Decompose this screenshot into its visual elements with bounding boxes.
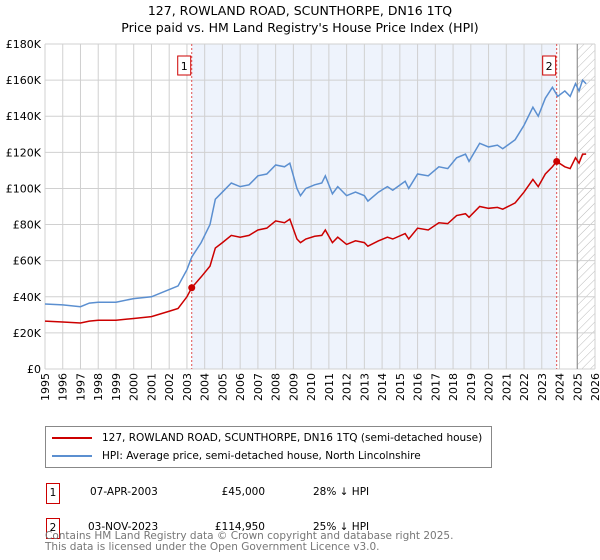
sale-delta-1: 28% ↓ HPI <box>313 486 370 498</box>
x-tick-label: 2003 <box>181 373 194 401</box>
sale-flag-label-2: 2 <box>546 60 553 73</box>
y-tick-label: £180K <box>6 38 42 51</box>
sale-flag-2 <box>542 55 557 76</box>
x-tick-label: 2025 <box>571 373 584 401</box>
sale-point-1 <box>188 284 196 292</box>
y-tick-label: £40K <box>13 291 42 304</box>
x-tick-label: 1997 <box>74 373 87 401</box>
sale-price-2: £114,950 <box>214 521 265 533</box>
x-tick-label: 2006 <box>234 373 247 401</box>
x-tick-label: 2018 <box>447 373 460 401</box>
legend-label-hpi: HPI: Average price, semi-detached house,… <box>102 450 421 462</box>
x-tick-label: 2015 <box>394 373 407 401</box>
x-tick-label: 2009 <box>287 373 300 401</box>
footer-licence: This data is licensed under the Open Gov… <box>45 541 380 553</box>
x-tick-label: 2023 <box>536 373 549 401</box>
sale-point-2 <box>553 157 561 165</box>
sale-marker-2: 2 <box>46 518 60 539</box>
x-tick-label: 2008 <box>270 373 283 401</box>
x-tick-label: 2012 <box>341 373 354 401</box>
x-tick-label: 2021 <box>500 373 513 401</box>
y-tick-label: £140K <box>6 110 42 123</box>
sale-flag-1 <box>177 55 192 76</box>
footer-copyright: Contains HM Land Registry data © Crown c… <box>45 530 454 542</box>
y-tick-label: £120K <box>6 146 42 159</box>
sale-date-2: 03-NOV-2023 <box>88 521 159 533</box>
legend-swatch-hpi <box>52 455 92 457</box>
x-tick-label: 2019 <box>465 373 478 401</box>
x-tick-label: 2010 <box>305 373 318 401</box>
x-tick-label: 1996 <box>57 373 70 401</box>
x-tick-label: 2026 <box>589 373 600 401</box>
x-tick-label: 1999 <box>110 373 123 401</box>
sale-delta-2: 25% ↓ HPI <box>313 521 370 533</box>
y-tick-label: £160K <box>6 74 42 87</box>
y-tick-label: £80K <box>13 219 42 232</box>
legend-swatch-price <box>52 437 92 439</box>
x-tick-label: 1995 <box>39 373 52 401</box>
hpi-line <box>44 78 587 308</box>
x-tick-label: 2014 <box>376 373 389 401</box>
x-tick-label: 2004 <box>199 373 212 401</box>
legend: 127, ROWLAND ROAD, SCUNTHORPE, DN16 1TQ … <box>45 426 492 468</box>
x-tick-label: 2024 <box>554 373 567 401</box>
sale-marker-1: 1 <box>46 483 60 504</box>
x-tick-label: 2013 <box>358 373 371 401</box>
y-tick-label: £20K <box>13 327 42 340</box>
legend-label-price: 127, ROWLAND ROAD, SCUNTHORPE, DN16 1TQ … <box>102 432 483 444</box>
x-tick-label: 2001 <box>145 373 158 401</box>
x-tick-label: 2017 <box>429 373 442 401</box>
x-tick-label: 2022 <box>518 373 531 401</box>
x-tick-label: 2002 <box>163 373 176 401</box>
x-tick-label: 1998 <box>92 373 105 401</box>
chart-subtitle: Price paid vs. HM Land Registry's House … <box>121 20 479 35</box>
sale-flag-label-1: 1 <box>181 60 188 73</box>
x-tick-label: 2007 <box>252 373 265 401</box>
x-tick-label: 2020 <box>483 373 496 401</box>
sale-period-shading <box>191 44 557 369</box>
chart-title: 127, ROWLAND ROAD, SCUNTHORPE, DN16 1TQ <box>147 3 453 18</box>
plot-area: 1995 1996 1997 1998 1999 2000 2001 2002 2003 2004… <box>6 38 600 401</box>
x-tick-label: 2016 <box>412 373 425 401</box>
x-tick-label: 2005 <box>216 373 229 401</box>
x-tick-label: 2000 <box>128 373 141 401</box>
y-tick-label: £0 <box>27 363 41 376</box>
y-tick-label: £60K <box>13 255 42 268</box>
y-tick-label: £100K <box>6 182 42 195</box>
sale-price-1: £45,000 <box>221 486 265 498</box>
x-tick-label: 2011 <box>323 373 336 401</box>
future-hatch <box>577 44 595 369</box>
sale-date-1: 07-APR-2003 <box>90 486 158 498</box>
